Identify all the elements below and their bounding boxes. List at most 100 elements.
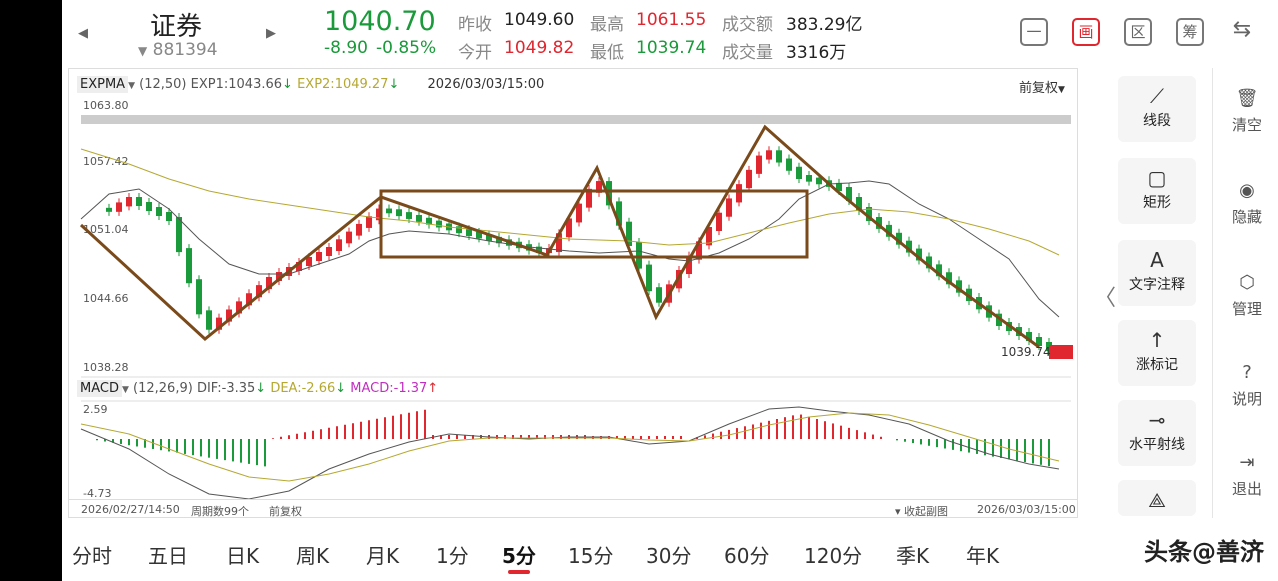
macd-value: MACD:-1.37 (350, 381, 428, 396)
side-clear[interactable]: 🗑 清空 (1220, 88, 1274, 135)
footer-adjust: 前复权 (269, 505, 302, 518)
collapse-subchart-button[interactable]: ▾ 收起副图 (895, 505, 949, 518)
side-exit[interactable]: ⇥ 退出 (1220, 452, 1274, 499)
period-count: 周期数99个 (191, 505, 249, 518)
macd-selector[interactable]: MACD (77, 380, 122, 397)
candle-body (1036, 337, 1042, 346)
candle-body (616, 201, 622, 226)
draw-toolbar-button[interactable]: 画 (1072, 18, 1100, 46)
current-price: 1040.70 (324, 6, 436, 37)
drawing-tools-panel: 〈 ⟋ 线段 ▢ 矩形 A 文字注释 ↑ 涨标记 ⊸ 水平射线 ⟁ 🗑 清空 ◉ 隐藏 ⬡ 管理… (1088, 68, 1278, 518)
candle-body (326, 247, 332, 256)
side-manage[interactable]: ⬡ 管理 (1220, 272, 1274, 319)
candle-body (406, 212, 412, 219)
tab-period[interactable]: 1分 (436, 544, 469, 568)
candle-body (366, 216, 372, 228)
side-help[interactable]: ? 说明 (1220, 362, 1274, 409)
chart-footer: 2026/02/27/14:50 周期数99个 前复权 ▾ 收起副图 2026/… (69, 499, 1077, 518)
candle-body (766, 150, 772, 160)
high-label: 最高 (590, 15, 624, 35)
dropdown-icon: ▼ (138, 44, 148, 58)
candle-body (786, 158, 792, 171)
main-indicator-bar: EXPMA ▼ (12,50) EXP1:1043.66↓ EXP2:1049.2… (77, 76, 544, 93)
candle-body (626, 221, 632, 246)
adjust-selector[interactable]: 前复权▼ (1019, 77, 1065, 96)
drawn-rectangle (379, 189, 809, 259)
dif-value: DIF:-3.35 (196, 381, 256, 396)
candle-body (876, 217, 882, 229)
high-value: 1061.55 (636, 10, 707, 30)
exp1-value: EXP1:1043.66 (190, 77, 283, 92)
candle-body (636, 242, 642, 269)
macd-bars-group (96, 409, 1050, 467)
candle-body (946, 272, 952, 285)
candle-body (796, 166, 802, 179)
kline-chart-panel[interactable]: EXPMA ▼ (12,50) EXP1:1043.66↓ EXP2:1049.2… (68, 68, 1078, 518)
candle-body (456, 226, 462, 234)
rotate-screen-icon[interactable]: ⇆ (1232, 17, 1252, 42)
tab-period[interactable]: 五日 (148, 544, 188, 568)
candle-body (746, 169, 752, 189)
macd-y-top: 2.59 (83, 403, 108, 416)
range-toolbar-button[interactable]: 区 (1124, 18, 1152, 46)
line-segment-icon: ⟋ (1150, 84, 1164, 108)
candle-body (186, 248, 192, 284)
help-icon: ? (1242, 362, 1252, 383)
expma-selector[interactable]: EXPMA (77, 76, 129, 93)
side-hide[interactable]: ◉ 隐藏 (1220, 180, 1274, 227)
price-change: -8.90 (324, 38, 368, 58)
candle-body (226, 309, 232, 322)
candle-body (926, 256, 932, 269)
candle-body (106, 207, 112, 212)
tab-period[interactable]: 分时 (72, 544, 112, 568)
tool-text[interactable]: A 文字注释 (1118, 240, 1196, 306)
expma-params: (12,50) (139, 77, 187, 92)
candle-body (656, 287, 662, 303)
tab-period[interactable]: 15分 (568, 544, 614, 568)
chart-svg (79, 115, 1073, 500)
stock-code-text: 881394 (152, 40, 218, 60)
rise-mark-icon: ↑ (1148, 328, 1166, 352)
candle-body (836, 182, 842, 191)
tab-period[interactable]: 30分 (646, 544, 692, 568)
candle-body (716, 212, 722, 231)
tab-period[interactable]: 季K (896, 544, 930, 568)
candle-body (536, 246, 542, 254)
tab-period[interactable]: 60分 (724, 544, 770, 568)
exit-icon: ⇥ (1239, 452, 1255, 473)
watermark: 头条@善济 (1144, 538, 1264, 566)
price-change-pct: -0.85% (376, 38, 437, 58)
tool-more[interactable]: ⟁ (1118, 480, 1196, 516)
tab-period[interactable]: 月K (366, 544, 400, 568)
start-time: 2026/02/27/14:50 (81, 503, 180, 516)
line-toolbar-button[interactable]: 一 (1020, 18, 1048, 46)
candle-body (346, 231, 352, 244)
expma-dropdown-icon[interactable]: ▼ (128, 81, 135, 91)
y-label: 1038.28 (83, 361, 129, 374)
candle-body (436, 220, 442, 228)
tab-period-active[interactable]: 5分 (502, 544, 536, 568)
macd-indicator-bar: MACD ▼ (12,26,9) DIF:-3.35↓ DEA:-2.66↓ MA… (77, 380, 438, 397)
prev-stock-arrow-icon[interactable]: ◀ (78, 26, 88, 41)
stock-code[interactable]: ▼ 881394 (138, 40, 218, 60)
y-label: 1057.42 (83, 155, 129, 168)
candle-body (566, 218, 572, 238)
macd-dropdown-icon[interactable]: ▼ (121, 385, 129, 395)
candle-body (146, 202, 152, 211)
collapse-panel-arrow-icon[interactable]: 〈 (1094, 286, 1117, 311)
chips-toolbar-button[interactable]: 筹 (1176, 18, 1204, 46)
stock-title: 证券 (150, 12, 203, 42)
tab-period[interactable]: 日K (226, 544, 260, 568)
candle-body (236, 301, 242, 314)
tool-horizontal-ray[interactable]: ⊸ 水平射线 (1118, 400, 1196, 466)
tool-rise-mark[interactable]: ↑ 涨标记 (1118, 320, 1196, 386)
tab-period[interactable]: 周K (296, 544, 330, 568)
tab-period[interactable]: 120分 (804, 544, 863, 568)
next-stock-arrow-icon[interactable]: ▶ (266, 26, 276, 41)
tab-period[interactable]: 年K (966, 544, 1000, 568)
tool-rectangle[interactable]: ▢ 矩形 (1118, 158, 1196, 224)
adjust-label: 前复权 (1019, 81, 1059, 96)
tool-line-segment[interactable]: ⟋ 线段 (1118, 76, 1196, 142)
candle-body (586, 188, 592, 208)
exp1-down-arrow-icon: ↓ (282, 77, 293, 92)
